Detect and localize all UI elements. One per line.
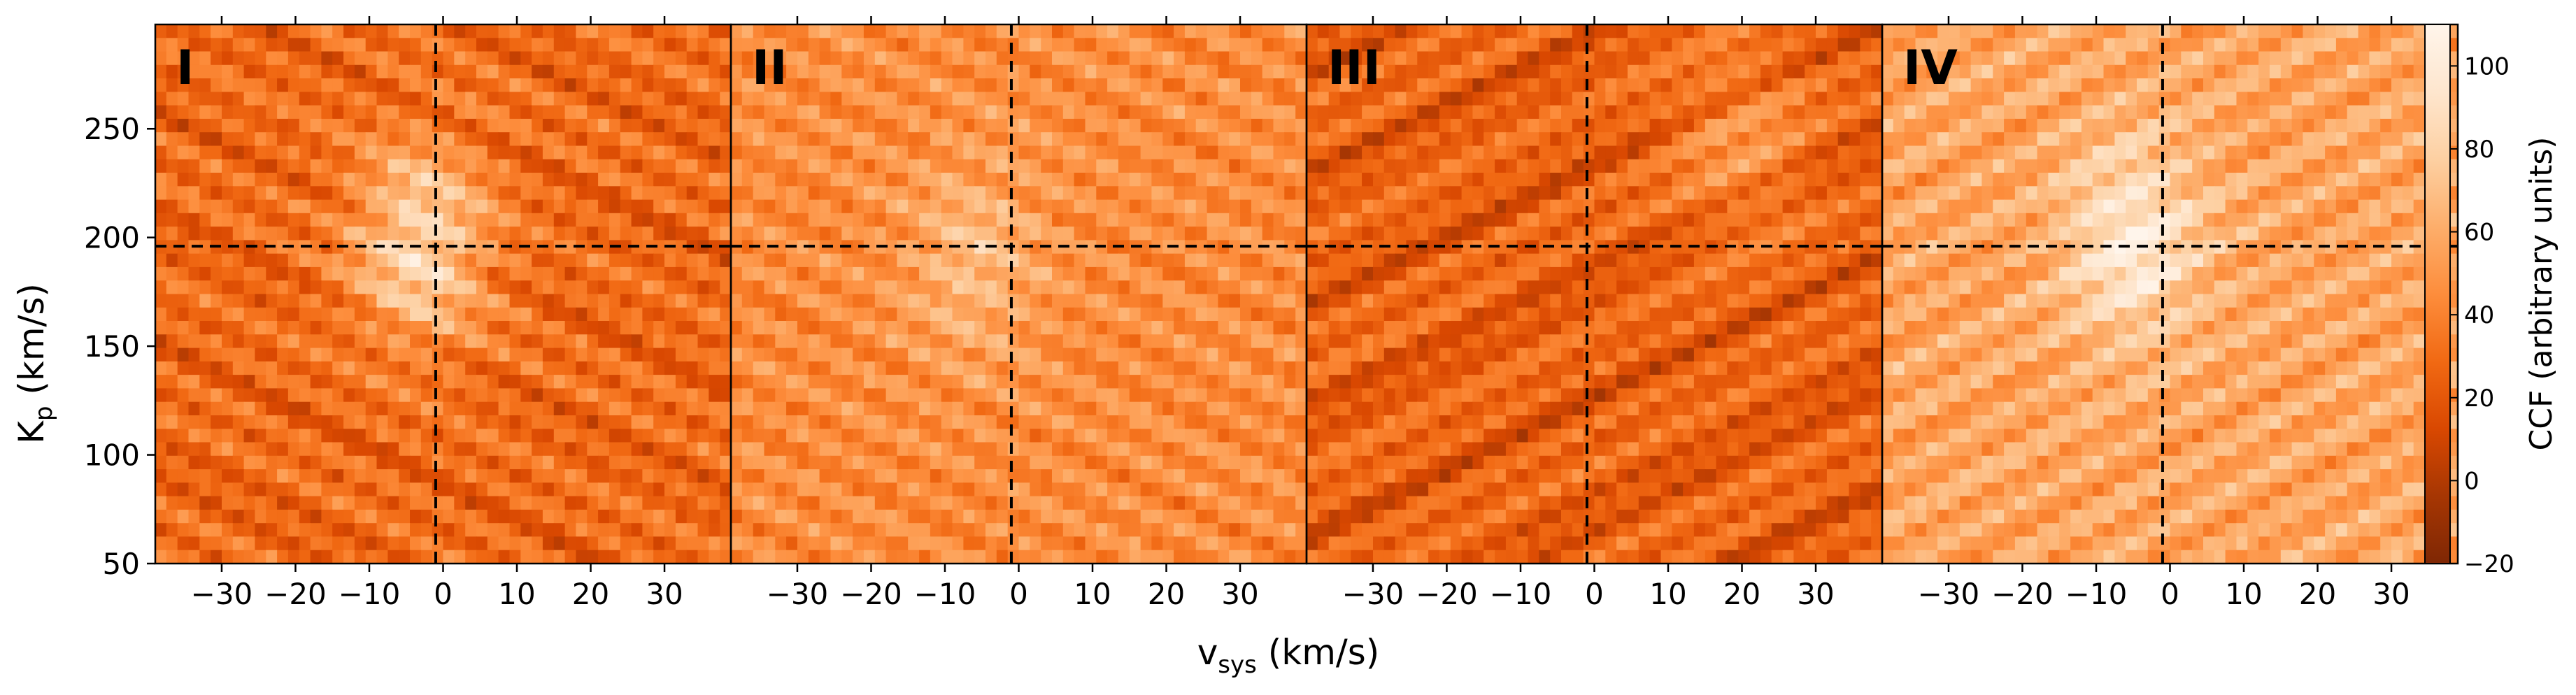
y-tick-label-3: 200 [84, 221, 140, 255]
x-tick-label-2-0: −30 [767, 577, 829, 611]
x-tick-label-2-1: −20 [840, 577, 902, 611]
x-tick-label-1-4: 10 [498, 577, 535, 611]
x-tick-label-3-1: −20 [1416, 577, 1478, 611]
colorbar-tick-label-2: 20 [2464, 385, 2494, 413]
x-tick-label-3-2: −10 [1490, 577, 1552, 611]
y-axis-label: Kp (km/s) [11, 283, 58, 444]
heatmap-panels [155, 24, 2458, 564]
y-tick-label-4: 250 [84, 112, 140, 146]
x-tick-label-1-2: −10 [339, 577, 401, 611]
panel-label-4: IV [1903, 41, 1958, 96]
y-axis-label-sub: p [30, 406, 58, 422]
x-tick-label-3-4: 10 [1649, 577, 1686, 611]
colorbar-tick-label-6: 100 [2464, 52, 2510, 80]
y-tick-label-2: 150 [84, 329, 140, 364]
x-tick-label-2-6: 30 [1221, 577, 1258, 611]
colorbar-tick-label-0: −20 [2464, 550, 2514, 578]
x-tick-label-4-3: 0 [2161, 577, 2179, 611]
panel-label-3: III [1328, 41, 1381, 96]
colorbar-tick-label-3: 40 [2464, 301, 2494, 329]
panel-label-1: I [176, 41, 194, 96]
colorbar-tick-label-4: 60 [2464, 219, 2494, 247]
colorbar: −20 0 20 40 60 80 100 [2424, 24, 2514, 578]
x-tick-label-4-4: 10 [2225, 577, 2262, 611]
ccf-map-panel-1 [155, 24, 732, 564]
x-axis-label-unit: (km/s) [1257, 632, 1379, 673]
x-tick-label-4-0: −30 [1918, 577, 1980, 611]
x-axis-label-sub: sys [1218, 651, 1257, 679]
ccf-map-panel-2 [731, 24, 1307, 564]
x-axis-label: vsys (km/s) [1197, 632, 1380, 679]
colorbar-gradient [2424, 24, 2451, 564]
x-tick-label-2-5: 20 [1148, 577, 1185, 611]
x-tick-label-2-4: 10 [1074, 577, 1111, 611]
x-tick-label-3-5: 20 [1723, 577, 1760, 611]
x-tick-label-3-0: −30 [1342, 577, 1404, 611]
x-tick-label-3-3: 0 [1585, 577, 1604, 611]
x-tick-label-1-0: −30 [191, 577, 253, 611]
colorbar-tick-label-5: 80 [2464, 136, 2494, 164]
x-tick-label-4-2: −10 [2065, 577, 2128, 611]
x-tick-label-2-3: 0 [1009, 577, 1028, 611]
x-tick-label-4-6: 30 [2372, 577, 2410, 611]
x-tick-label-1-1: −20 [264, 577, 327, 611]
ccf-map-panel-3 [1307, 24, 1883, 564]
y-axis-label-unit: (km/s) [11, 283, 52, 406]
x-tick-label-1-6: 30 [646, 577, 683, 611]
x-tick-label-3-6: 30 [1797, 577, 1834, 611]
axes: I −30 −20 −10 0 10 20 30 II −30 −20 −10 0 10 20 30 III −3… [84, 16, 2459, 611]
x-tick-label-4-5: 20 [2299, 577, 2336, 611]
colorbar-tick-label-1: 0 [2464, 467, 2479, 495]
y-tick-label-1: 100 [84, 438, 140, 473]
x-tick-label-4-1: −20 [1991, 577, 2054, 611]
ccf-map-panel-4 [1882, 24, 2458, 564]
x-tick-label-1-5: 20 [572, 577, 609, 611]
panel-label-2: II [752, 41, 788, 96]
x-tick-label-1-3: 0 [434, 577, 453, 611]
colorbar-label: CCF (arbitrary units) [2524, 137, 2559, 451]
x-tick-label-2-2: −10 [914, 577, 976, 611]
y-tick-label-0: 50 [103, 547, 140, 581]
